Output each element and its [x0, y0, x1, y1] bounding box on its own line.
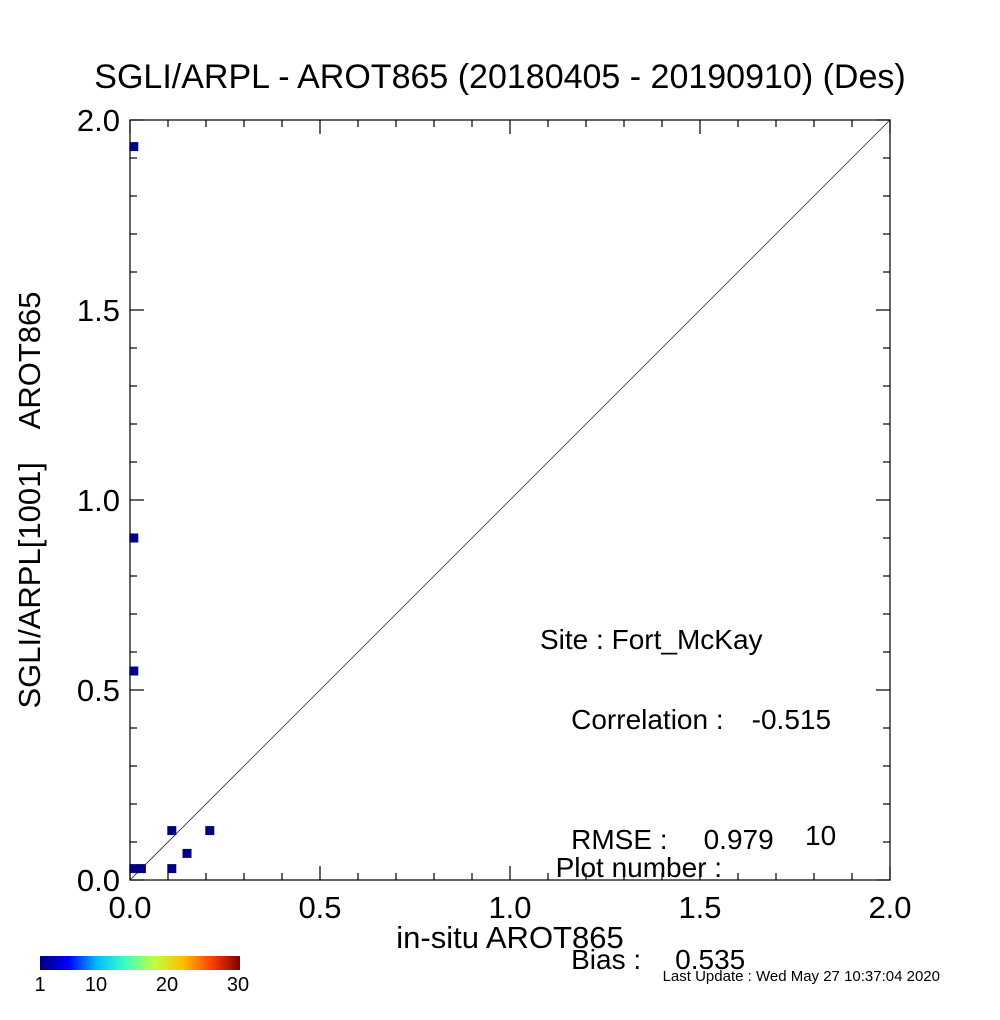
rmse-value: 0.979: [703, 824, 774, 855]
bias-row: Bias : 0.535: [540, 900, 831, 1020]
y-tick-label: 0.5: [77, 673, 120, 708]
stats-panel: Site : Fort_McKay Correlation : -0.515 RM…: [540, 620, 831, 1020]
site-text: Site : Fort_McKay: [540, 624, 763, 655]
bias-value: 0.535: [675, 944, 746, 975]
y-tick-label: 0.0: [77, 863, 120, 898]
axis-ticks: [129, 119, 891, 881]
data-points: [129, 142, 215, 874]
colorbar-tick-label: 1: [34, 974, 46, 996]
rmse-label: RMSE :: [571, 824, 668, 855]
rmse-row: RMSE : 0.979: [540, 780, 831, 900]
plot-number: Plot number : 10: [540, 820, 837, 916]
data-point: [182, 848, 192, 858]
x-tick-label: 0.0: [108, 890, 151, 925]
data-point: [129, 142, 139, 152]
last-update-text: Last Update : Wed May 27 10:37:04 2020: [662, 968, 940, 985]
colorbar: [40, 956, 240, 970]
plot-number-label: Plot number :: [555, 852, 723, 883]
tick-labels: 0.0 0.5 1.0 1.5 2.0 0.0 0.5 1.0 1.5 2.0: [77, 103, 912, 925]
x-axis-label: in-situ AROT865: [396, 920, 624, 955]
plot-number-value: 10: [805, 820, 837, 851]
colorbar-tick-label: 20: [155, 974, 179, 996]
y-tick-label: 1.5: [77, 293, 120, 328]
correlation-label: Correlation :: [571, 704, 724, 735]
correlation-value: -0.515: [751, 704, 832, 735]
x-tick-label: 1.5: [678, 890, 721, 925]
data-point: [129, 533, 139, 543]
y-tick-label: 2.0: [77, 103, 120, 138]
bias-label: Bias :: [571, 944, 642, 975]
colorbar-tick-label: 10: [84, 974, 108, 996]
y-tick-label: 1.0: [77, 483, 120, 518]
one-to-one-line: [129, 119, 891, 881]
data-point: [167, 864, 177, 874]
colorbar-tick-label: 30: [226, 974, 250, 996]
data-point: [129, 666, 139, 676]
chart-title: SGLI/ARPL - AROT865 (20180405 - 20190910…: [94, 58, 906, 96]
x-tick-label: 2.0: [868, 890, 911, 925]
data-point: [167, 826, 177, 836]
data-point: [205, 826, 215, 836]
x-tick-label: 1.0: [488, 890, 531, 925]
data-point: [129, 864, 139, 874]
x-tick-label: 0.5: [298, 890, 341, 925]
data-point: [136, 864, 146, 874]
correlation-row: Correlation : -0.515: [540, 660, 831, 780]
y-axis-label: SGLI/ARPL[1001] AROT865: [12, 291, 47, 709]
